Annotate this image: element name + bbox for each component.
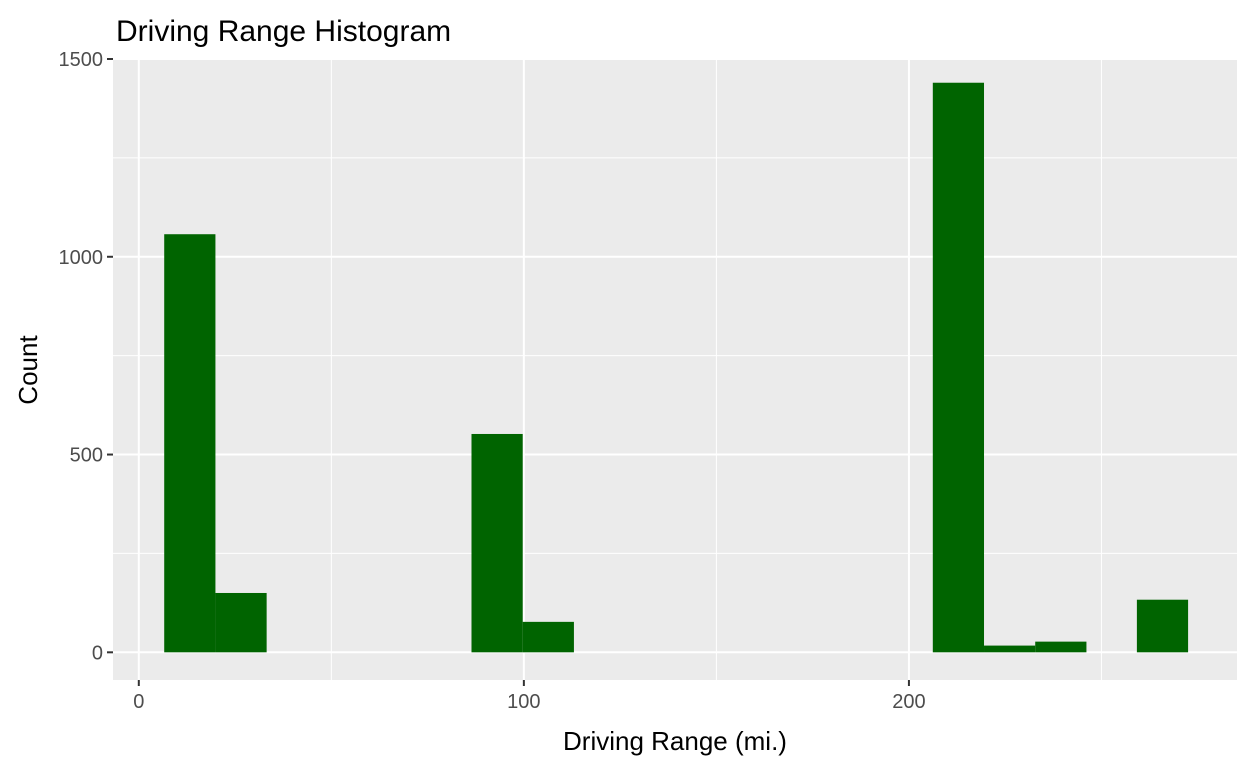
y-axis: 0 500 1000 1500	[59, 49, 113, 664]
y-tick-label: 1000	[59, 247, 104, 269]
x-axis-title: Driving Range (mi.)	[563, 726, 787, 756]
y-tick-label: 500	[70, 445, 103, 467]
minor-gridlines	[113, 59, 1237, 680]
histogram-bar	[215, 592, 267, 653]
chart-title: Driving Range Histogram	[116, 15, 451, 48]
histogram-bars	[164, 82, 1189, 653]
y-tick-label: 0	[92, 642, 103, 664]
histogram-bar	[984, 645, 1036, 653]
histogram-bar	[471, 433, 523, 653]
histogram-bar	[1035, 641, 1087, 653]
x-tick-label: 100	[507, 691, 540, 713]
histogram-bar	[932, 82, 985, 653]
histogram-bar	[522, 621, 574, 653]
x-axis: 0 100 200	[133, 680, 926, 713]
y-tick-label: 1500	[59, 49, 104, 71]
y-axis-title: Count	[13, 335, 43, 405]
x-tick-label: 0	[133, 691, 144, 713]
plot-panel	[113, 59, 1237, 680]
histogram-bar	[1136, 599, 1189, 653]
histogram-bar	[164, 234, 216, 653]
x-tick-label: 200	[892, 691, 925, 713]
